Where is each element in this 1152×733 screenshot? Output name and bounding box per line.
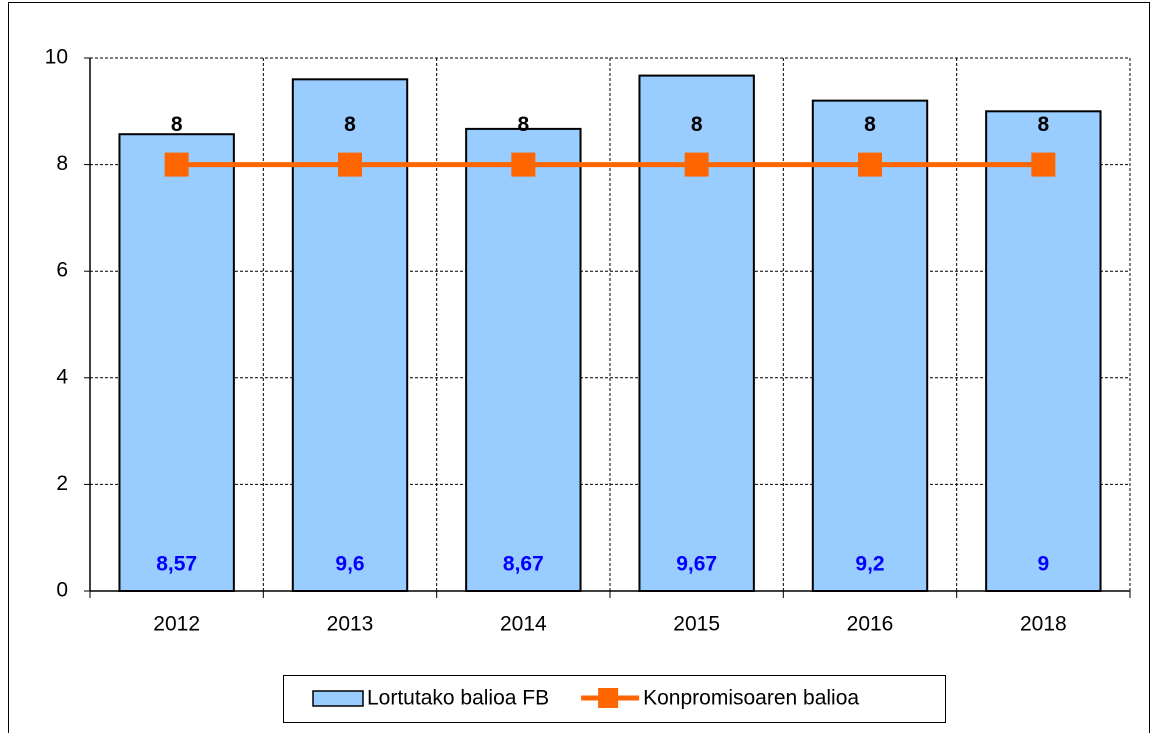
line-value-label: 8 [344, 113, 356, 136]
legend-label: Konpromisoaren balioa [643, 687, 859, 710]
x-tick-label: 2014 [500, 613, 547, 636]
legend-swatch-marker [598, 688, 619, 708]
line-marker [338, 152, 362, 177]
line-value-label: 8 [864, 113, 876, 136]
legend-swatch [312, 690, 364, 707]
y-tick-label: 8 [56, 152, 68, 175]
bar [118, 133, 235, 592]
x-tick-label: 2012 [153, 613, 200, 636]
y-tick-label: 10 [45, 46, 68, 69]
bar-value-label: 8,67 [503, 553, 544, 576]
line-value-label: 8 [171, 113, 183, 136]
bar-value-label: 9,6 [335, 553, 364, 576]
x-tick-label: 2016 [847, 613, 894, 636]
bar [985, 110, 1102, 593]
line-value-label: 8 [517, 113, 529, 136]
bar-value-label: 8,57 [156, 553, 197, 576]
line-value-label: 8 [691, 113, 703, 136]
line-value-label: 8 [1037, 113, 1049, 136]
line-marker [1031, 152, 1056, 177]
y-tick-label: 2 [56, 472, 68, 495]
y-tick-label: 4 [56, 365, 68, 388]
bar [811, 99, 929, 592]
bar-value-label: 9,67 [676, 553, 717, 576]
x-tick-label: 2013 [327, 613, 374, 636]
bar-value-label: 9,2 [855, 553, 884, 576]
x-tick-label: 2015 [673, 613, 720, 636]
line-marker [511, 152, 536, 177]
legend-label: Lortutako balioa FB [367, 687, 549, 710]
line-marker [858, 152, 882, 177]
bar-value-label: 9 [1037, 553, 1049, 576]
line-marker [164, 152, 189, 177]
y-tick-label: 0 [56, 579, 68, 602]
x-tick-label: 2018 [1020, 613, 1067, 636]
bar [465, 127, 582, 592]
y-tick-label: 6 [56, 259, 68, 282]
line-marker [684, 152, 709, 177]
